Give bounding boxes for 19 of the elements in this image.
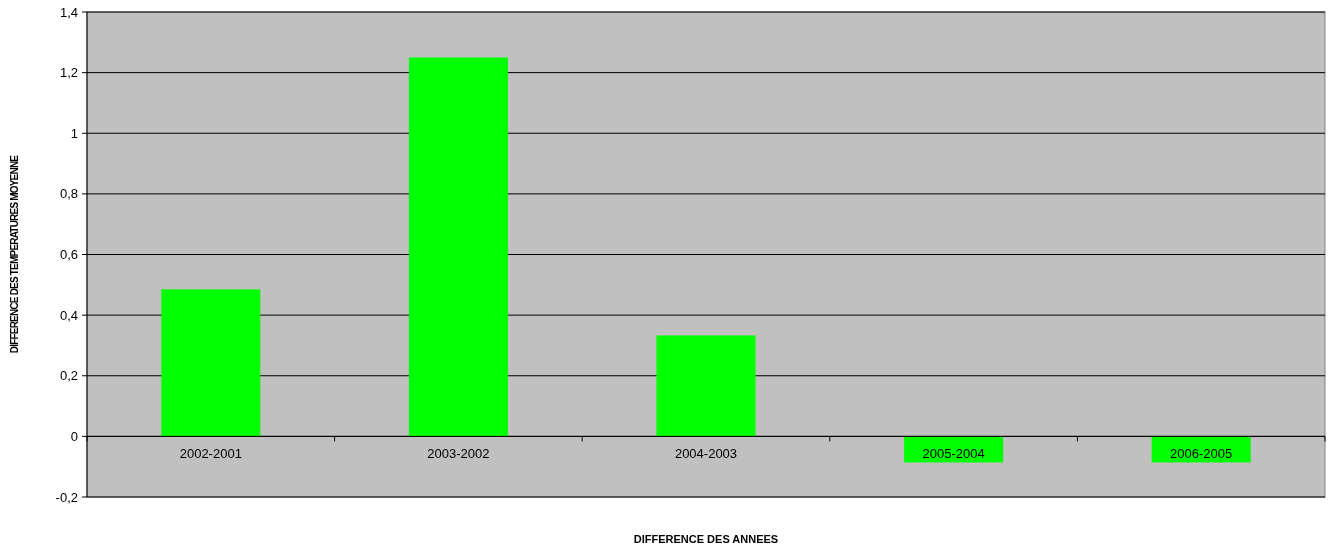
y-axis-title: DIFFERENCE DES TEMPERATURES MOYENNE xyxy=(9,154,20,354)
y-tick-label: 0,2 xyxy=(59,368,78,384)
y-tick-label: 1,2 xyxy=(59,65,78,81)
y-tick-label: 0,8 xyxy=(59,186,78,202)
bar xyxy=(656,335,756,437)
bar xyxy=(161,289,261,437)
x-axis-title: DIFFERENCE DES ANNEES xyxy=(633,533,779,545)
x-tick-label: 2006-2005 xyxy=(1170,446,1233,462)
y-tick-label: 1,4 xyxy=(59,4,78,20)
bar xyxy=(408,57,508,437)
x-tick-label: 2003-2002 xyxy=(427,446,490,462)
y-tick-label: 1 xyxy=(70,125,78,141)
x-tick-label: 2005-2004 xyxy=(922,446,985,462)
y-tick-label: 0,4 xyxy=(59,307,78,323)
y-tick-label: -0,2 xyxy=(55,489,78,505)
y-tick-label: 0,6 xyxy=(59,247,78,263)
x-tick-label: 2002-2001 xyxy=(179,446,242,462)
y-tick-label: 0 xyxy=(70,428,78,444)
x-tick-label: 2004-2003 xyxy=(674,446,738,462)
